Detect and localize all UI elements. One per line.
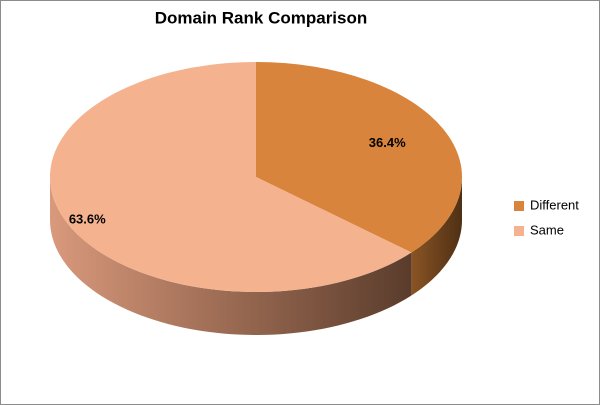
pie-slice: [256, 62, 462, 253]
legend-swatch: [514, 201, 524, 211]
legend-swatch: [514, 226, 524, 236]
data-label: 36.4%: [369, 135, 406, 150]
legend-label: Different: [530, 197, 579, 212]
chart-title: Domain Rank Comparison: [155, 8, 368, 27]
pie-slice: [49, 62, 412, 292]
legend-label: Same: [530, 222, 564, 237]
pie-side: [50, 177, 412, 335]
pie-side: [411, 177, 462, 296]
data-label: 63.6%: [69, 211, 106, 226]
